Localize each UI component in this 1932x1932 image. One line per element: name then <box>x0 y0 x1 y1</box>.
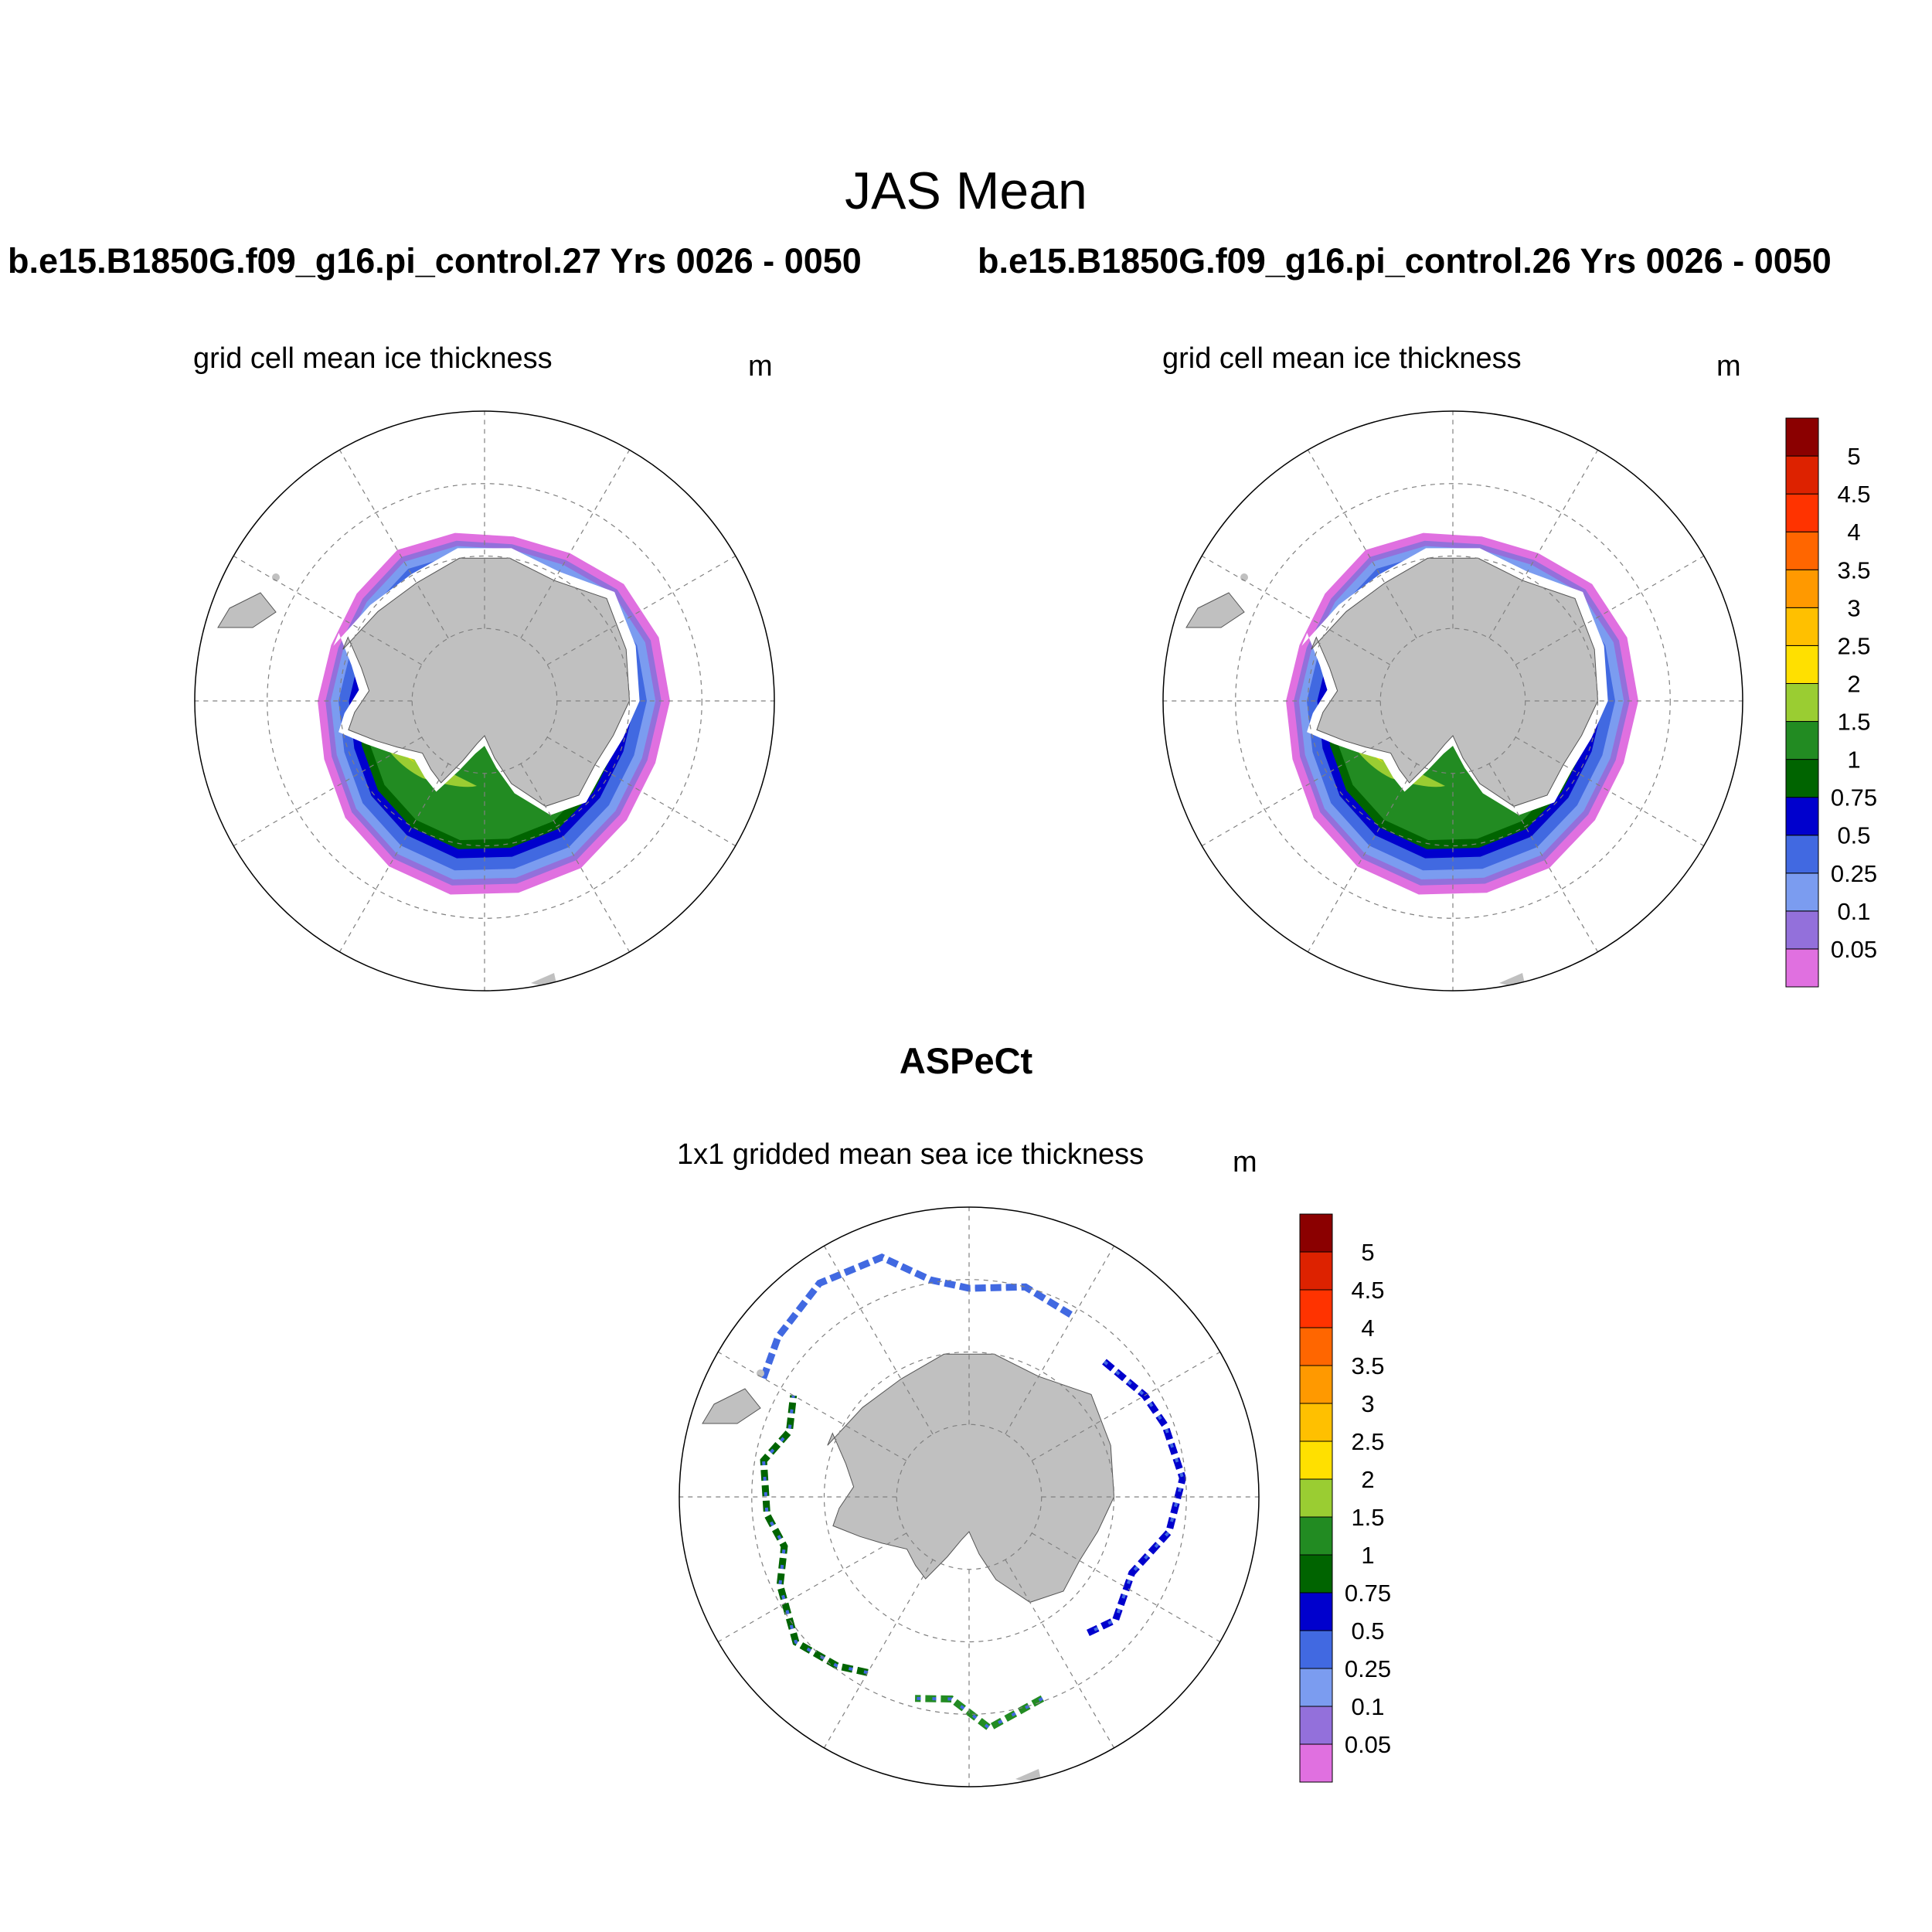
panel-left-variable-label: grid cell mean ice thickness <box>193 342 553 375</box>
colorbar-swatch <box>1299 1478 1333 1518</box>
antarctica-land <box>1311 557 1599 807</box>
colorbar-tick-label: 4.5 <box>1351 1277 1384 1304</box>
panel-left-units-label: m <box>748 350 773 383</box>
colorbar-tick-label: 4.5 <box>1837 481 1870 508</box>
colorbar-swatch <box>1299 1213 1333 1253</box>
antarctica-land <box>827 1353 1115 1603</box>
figure-title: JAS Mean <box>845 162 1087 220</box>
colorbar-tick-label: 1 <box>1847 747 1860 774</box>
observation-title: ASPeCt <box>899 1040 1033 1081</box>
colorbar-tick-label: 5 <box>1847 443 1860 470</box>
colorbar-tick-label: 1.5 <box>1351 1504 1384 1531</box>
colorbar-swatch <box>1785 759 1819 798</box>
colorbar-tick-label: 3.5 <box>1837 556 1870 583</box>
colorbar-swatch <box>1299 1743 1333 1783</box>
colorbar-swatch <box>1785 531 1819 570</box>
colorbar-tick-label: 0.5 <box>1837 822 1870 849</box>
south-america-land <box>702 1388 761 1424</box>
colorbar-swatch <box>1299 1440 1333 1480</box>
colorbar-tick-label: 0.75 <box>1345 1580 1391 1607</box>
obs-units-label: m <box>1233 1146 1257 1179</box>
obs-track-detail <box>1083 1360 1185 1636</box>
latitude-line <box>1307 555 1599 847</box>
colorbar-tick-label: 0.75 <box>1831 784 1877 811</box>
map-content <box>679 1207 1259 1787</box>
colorbar-swatch <box>1785 835 1819 874</box>
colorbar-tick-label: 2.5 <box>1351 1428 1384 1455</box>
colorbar-swatch <box>1299 1706 1333 1745</box>
colorbar-swatch <box>1785 607 1819 646</box>
colorbar-swatch <box>1785 569 1819 608</box>
obs-track <box>760 1253 1076 1379</box>
colorbar-tick-label: 0.25 <box>1831 860 1877 887</box>
colorbar-swatch <box>1299 1403 1333 1442</box>
colorbar-tick-label: 0.1 <box>1351 1693 1384 1720</box>
colorbar-tick-label: 5 <box>1361 1239 1374 1266</box>
obs-variable-label: 1x1 gridded mean sea ice thickness <box>677 1138 1145 1171</box>
colorbar-tick-label: 4 <box>1361 1315 1374 1342</box>
colorbar-tick-label: 4 <box>1847 519 1860 546</box>
colorbar-tick-label: 3 <box>1847 594 1860 621</box>
south-america-land <box>217 592 277 628</box>
colorbar-swatch <box>1299 1516 1333 1556</box>
colorbar-bottom: 0.05 0.1 0.25 0.5 0.75 1 1.5 2 2.5 3 3.5 4 4.5 5 <box>1299 1213 1391 1783</box>
colorbar-tick-label: 2 <box>1361 1466 1374 1493</box>
colorbar-swatch <box>1299 1365 1333 1404</box>
colorbar-swatch <box>1299 1592 1333 1631</box>
latitude-line <box>823 1351 1115 1643</box>
map-border <box>679 1206 1260 1787</box>
map-border <box>1162 410 1743 992</box>
map-panel-observation <box>679 1206 1260 1787</box>
panel-right-case-title: b.e15.B1850G.f09_g16.pi_control.26 Yrs 0… <box>978 241 1832 281</box>
colorbar-swatch <box>1785 721 1819 760</box>
colorbar-tick-label: 0.05 <box>1345 1731 1391 1758</box>
colorbar-swatch <box>1299 1554 1333 1594</box>
map-panel-left <box>194 410 775 992</box>
latitude-line <box>751 1279 1187 1715</box>
panel-right-units-label: m <box>1716 350 1741 383</box>
colorbar-swatch <box>1785 797 1819 836</box>
colorbar-swatch <box>1299 1289 1333 1328</box>
colorbar-tick-label: 2.5 <box>1837 632 1870 659</box>
colorbar-tick-label: 0.05 <box>1831 936 1877 963</box>
colorbar-swatch <box>1299 1630 1333 1669</box>
latitude-line <box>1235 483 1671 919</box>
map-border <box>194 410 775 992</box>
colorbar-swatch <box>1785 872 1819 912</box>
latitude-line <box>267 483 702 919</box>
colorbar-swatch <box>1785 417 1819 457</box>
colorbar-swatch <box>1785 910 1819 950</box>
colorbar-swatch <box>1299 1251 1333 1291</box>
colorbar-swatch <box>1299 1668 1333 1707</box>
map-content <box>195 411 774 991</box>
colorbar-swatch <box>1785 455 1819 495</box>
panel-left-case-title: b.e15.B1850G.f09_g16.pi_control.27 Yrs 0… <box>8 241 862 281</box>
colorbar-tick-label: 2 <box>1847 670 1860 697</box>
colorbar-tick-label: 3 <box>1361 1390 1374 1417</box>
obs-track-detail <box>915 1696 1043 1730</box>
latitude-line <box>338 555 631 847</box>
panel-right-variable-label: grid cell mean ice thickness <box>1162 342 1522 375</box>
south-america-land <box>1185 592 1245 628</box>
colorbar-tick-label: 0.1 <box>1837 898 1870 925</box>
map-content <box>1163 411 1743 991</box>
colorbar-swatch <box>1785 645 1819 684</box>
colorbar-swatch <box>1785 948 1819 988</box>
colorbar-swatch <box>1785 682 1819 723</box>
colorbar-tick-label: 0.25 <box>1345 1655 1391 1682</box>
colorbar-tick-label: 1 <box>1361 1542 1374 1569</box>
colorbar-swatch <box>1785 493 1819 532</box>
colorbar-tick-label: 3.5 <box>1351 1352 1384 1379</box>
map-panel-right <box>1162 410 1743 992</box>
colorbar-swatch <box>1299 1327 1333 1366</box>
colorbar-tick-label: 1.5 <box>1837 709 1870 736</box>
colorbar-top: 0.05 0.1 0.25 0.5 0.75 1 1.5 2 2.5 3 3.5 4 4.5 5 <box>1785 417 1877 988</box>
colorbar-tick-label: 0.5 <box>1351 1617 1384 1645</box>
antarctica-land <box>342 557 631 807</box>
